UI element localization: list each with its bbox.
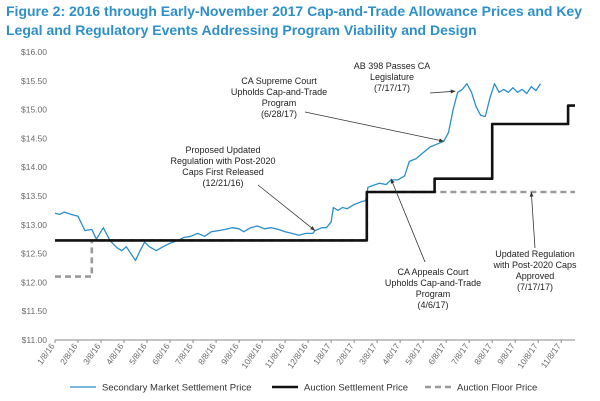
annotation-text-supreme: (6/28/17) [261, 109, 297, 119]
annotation-text-proposed: Caps First Released [182, 167, 264, 177]
annotation-text-supreme: Program [262, 98, 297, 108]
chart-title: Figure 2: 2016 through Early-November 20… [6, 3, 583, 38]
x-tick-label: 3/8/17 [357, 341, 379, 366]
annotation-text-proposed: Proposed Updated [185, 145, 260, 155]
y-tick-label: $11.00 [22, 335, 48, 345]
x-tick-label: 3/8/16 [81, 341, 103, 366]
x-tick-label: 4/8/17 [380, 341, 402, 366]
y-tick-label: $16.00 [21, 47, 47, 57]
annotation-text-supreme: CA Supreme Court [241, 76, 317, 86]
x-tick-label: 9/8/17 [495, 341, 517, 366]
x-tick-label: 8/8/16 [196, 341, 218, 366]
x-tick-label: 7/8/17 [449, 341, 471, 366]
legend-label: Auction Settlement Price [304, 383, 408, 394]
annotation-arrow [530, 191, 536, 249]
annotation-text-updated: with Post-2020 Caps [492, 260, 577, 270]
annotation-text-ab398: AB 398 Passes CA [354, 61, 431, 71]
annotation-text-appeals: (4/6/17) [417, 300, 448, 310]
series-line-solid-blue [54, 83, 542, 262]
y-tick-label: $14.50 [21, 133, 47, 143]
x-tick-label: 5/8/17 [403, 341, 425, 366]
annotation-text-updated: Updated Regulation [495, 249, 575, 259]
annotation-text-proposed: (12/21/16) [202, 178, 243, 188]
annotation-arrowhead [450, 89, 456, 94]
x-tick-label: 2/8/16 [58, 341, 80, 366]
annotation-text-supreme: Upholds Cap-and-Trade [231, 87, 327, 97]
y-tick-label: $13.00 [21, 220, 47, 230]
x-tick-label: 10/8/17 [515, 341, 540, 370]
y-tick-label: $11.50 [22, 306, 48, 316]
annotation-arrowhead [310, 226, 315, 231]
annotation-text-ab398: Legislature [370, 72, 414, 82]
x-tick-label: 11/8/16 [263, 341, 287, 370]
x-tick-label: 6/8/17 [426, 341, 448, 366]
x-tick-label: 9/8/16 [219, 341, 241, 366]
x-tick-label: 12/8/16 [285, 341, 310, 370]
annotation-text-updated: Approved [516, 271, 555, 281]
x-tick-label: 1/8/17 [311, 341, 333, 366]
y-tick-label: $14.00 [21, 162, 47, 172]
annotation-text-proposed: Regulation with Post-2020 [170, 156, 275, 166]
x-tick-label: 2/8/17 [334, 341, 356, 366]
y-tick-label: $15.00 [21, 105, 47, 115]
annotation-arrow [304, 111, 444, 142]
series-line-solid-black [55, 104, 575, 242]
x-tick-label: 8/8/17 [472, 341, 494, 366]
annotation-text-appeals: Upholds Cap-and-Trade [385, 278, 481, 288]
annotation-arrowhead [529, 191, 534, 197]
annotation-arrow [390, 178, 426, 263]
annotation-arrowhead [438, 138, 444, 143]
annotation-text-appeals: CA Appeals Court [397, 267, 469, 277]
annotation-arrowhead [390, 178, 395, 184]
annotation-text-ab398: (7/17/17) [374, 83, 410, 93]
x-tick-label: 7/8/16 [173, 341, 195, 366]
legend-label: Auction Floor Price [457, 383, 537, 394]
x-tick-label: 10/8/16 [239, 341, 264, 370]
annotation-arrow [257, 184, 316, 231]
y-tick-label: $13.50 [21, 191, 47, 201]
x-tick-label: 4/8/16 [104, 341, 126, 366]
annotation-text-updated: (7/17/17) [517, 282, 553, 292]
legend-label: Secondary Market Settlement Price [102, 383, 251, 394]
y-tick-label: $12.00 [21, 277, 47, 287]
y-tick-label: $15.50 [21, 76, 47, 86]
x-tick-label: 6/8/16 [150, 341, 172, 366]
y-tick-label: $12.50 [21, 249, 47, 259]
x-tick-label: 5/8/16 [127, 341, 149, 366]
x-tick-label: 11/8/17 [539, 341, 563, 370]
annotation-text-appeals: Program [416, 289, 451, 299]
